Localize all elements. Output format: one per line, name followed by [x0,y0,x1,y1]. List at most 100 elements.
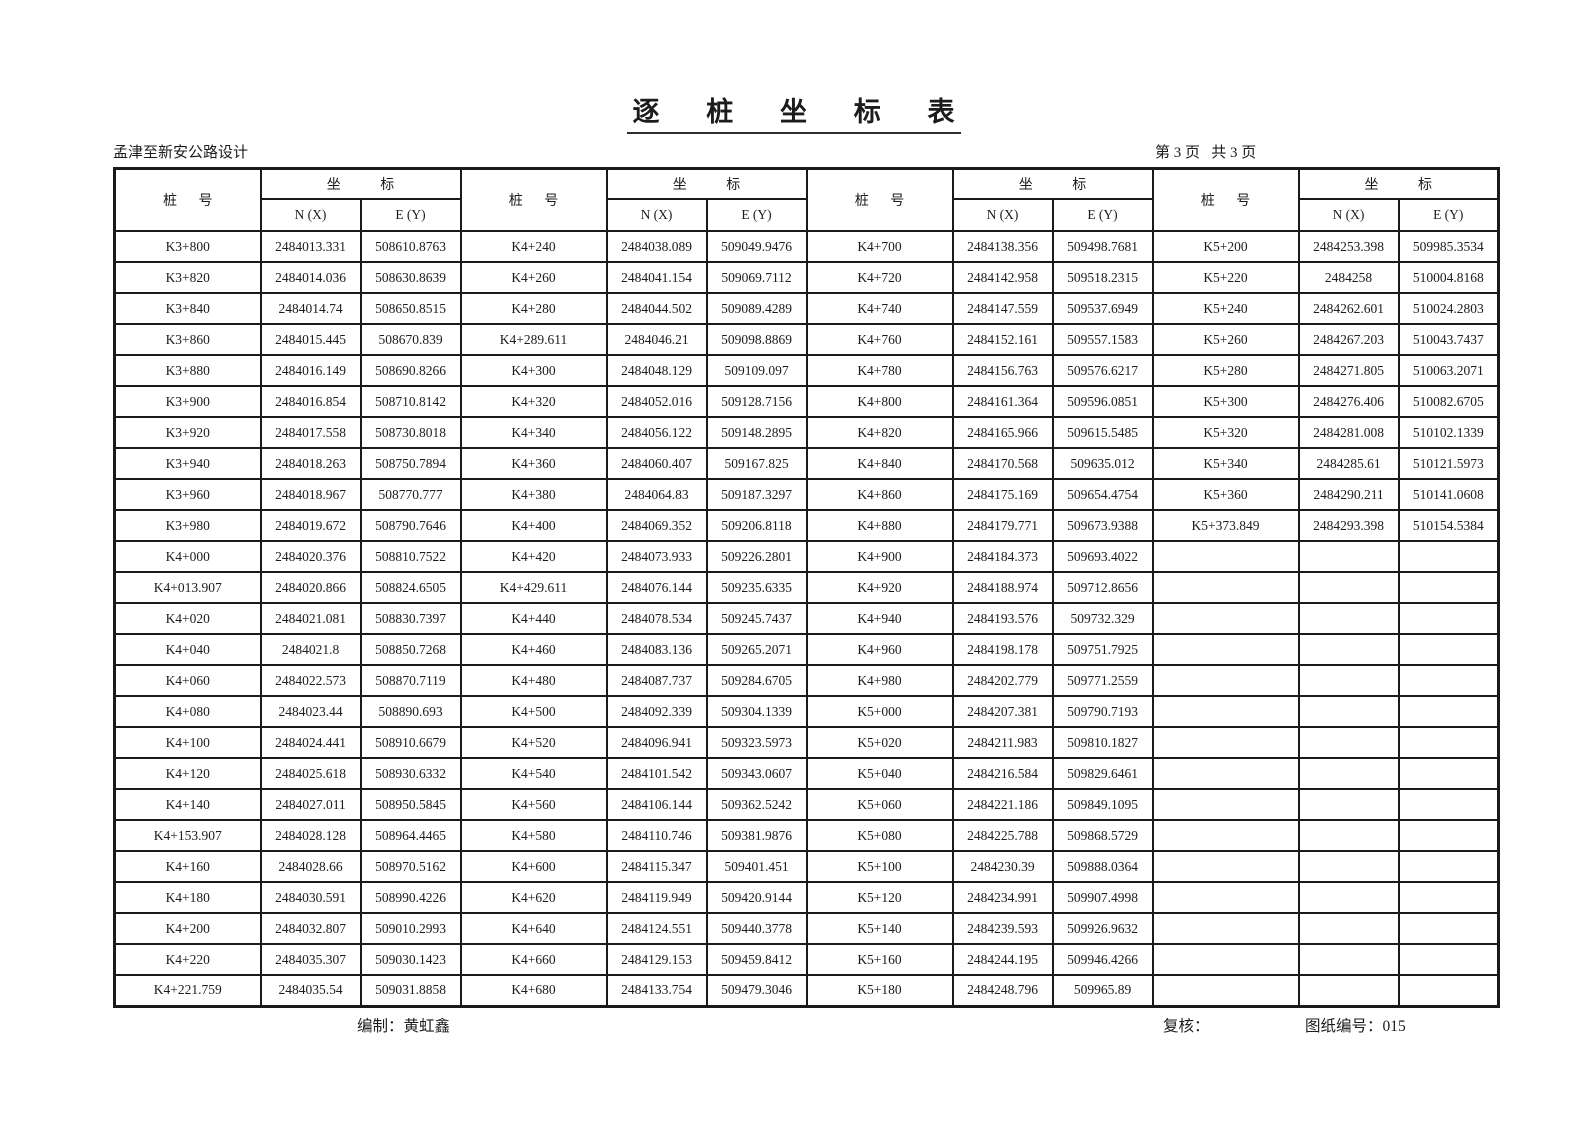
ey-cell: 509401.451 [705,850,808,883]
station-cell: K5+280 [1151,354,1300,387]
ey-cell: 508970.5162 [359,850,462,883]
ey-cell: 509109.097 [705,354,808,387]
ey-cell: 508830.7397 [359,602,462,635]
station-cell [1151,912,1300,945]
ey-cell: 509518.2315 [1051,261,1154,294]
ey-cell [1397,850,1500,883]
station-cell: K5+120 [805,881,954,914]
ey-cell: 509926.9632 [1051,912,1154,945]
station-cell [1151,788,1300,821]
ey-cell [1397,571,1500,604]
nx-cell: 2484152.161 [951,323,1054,356]
table-row: K4+140 2484027.011 508950.5845 K4+560 248410… [113,788,1500,821]
station-cell: K5+020 [805,726,954,759]
nx-cell: 2484124.551 [605,912,708,945]
drawing-number: 图纸编号：015 [1305,1018,1406,1035]
ey-cell: 509985.3534 [1397,230,1500,263]
nx-cell: 2484110.746 [605,819,708,852]
ey-cell [1397,912,1500,945]
ey-cell: 509712.8656 [1051,571,1154,604]
ey-cell: 508850.7268 [359,633,462,666]
station-cell: K4+440 [459,602,608,635]
station-cell: K3+800 [113,230,262,263]
table-row: K4+013.907 2484020.866 508824.6505 K4+429.6… [113,571,1500,604]
nx-cell: 2484038.089 [605,230,708,263]
station-cell: K5+260 [1151,323,1300,356]
station-cell: K4+800 [805,385,954,418]
station-cell: K4+840 [805,447,954,480]
ey-cell: 510063.2071 [1397,354,1500,387]
header-station: 桩 号 [1151,167,1300,232]
station-cell: K4+500 [459,695,608,728]
station-cell: K4+780 [805,354,954,387]
station-cell: K4+760 [805,323,954,356]
ey-cell: 508824.6505 [359,571,462,604]
station-cell: K4+000 [113,540,262,573]
nx-cell: 2484014.036 [259,261,362,294]
nx-cell: 2484030.591 [259,881,362,914]
nx-cell: 2484052.016 [605,385,708,418]
station-cell: K4+880 [805,509,954,542]
nx-cell: 2484281.008 [1297,416,1400,449]
station-cell: K4+820 [805,416,954,449]
station-cell [1151,540,1300,573]
nx-cell: 2484211.983 [951,726,1054,759]
nx-cell: 2484035.307 [259,943,362,976]
nx-cell: 2484248.796 [951,974,1054,1007]
ey-cell [1397,881,1500,914]
nx-cell: 2484019.672 [259,509,362,542]
station-cell: K4+060 [113,664,262,697]
station-cell: K5+100 [805,850,954,883]
station-cell: K5+220 [1151,261,1300,294]
ey-cell: 508870.7119 [359,664,462,697]
table-row: K4+020 2484021.081 508830.7397 K4+440 248407… [113,602,1500,635]
station-cell: K4+940 [805,602,954,635]
nx-cell: 2484170.568 [951,447,1054,480]
nx-cell [1297,850,1400,883]
nx-cell: 2484018.967 [259,478,362,511]
nx-cell [1297,819,1400,852]
nx-cell: 2484202.779 [951,664,1054,697]
nx-cell: 2484133.754 [605,974,708,1007]
nx-cell [1297,602,1400,635]
station-cell [1151,602,1300,635]
nx-cell: 2484290.211 [1297,478,1400,511]
station-cell: K5+373.849 [1151,509,1300,542]
nx-cell: 2484027.011 [259,788,362,821]
nx-cell: 2484013.331 [259,230,362,263]
station-cell [1151,881,1300,914]
ey-cell: 509557.1583 [1051,323,1154,356]
ey-cell [1397,974,1500,1007]
nx-cell: 2484048.129 [605,354,708,387]
table-row: K4+000 2484020.376 508810.7522 K4+420 248407… [113,540,1500,573]
station-cell: K4+320 [459,385,608,418]
nx-cell: 2484087.737 [605,664,708,697]
table-row: K4+200 2484032.807 509010.2993 K4+640 248412… [113,912,1500,945]
nx-cell [1297,695,1400,728]
station-cell [1151,633,1300,666]
reviewer: 复核： [1163,1018,1210,1035]
header-nx: N (X) [1297,198,1400,232]
station-cell: K4+360 [459,447,608,480]
station-cell: K4+220 [113,943,262,976]
ey-cell: 509479.3046 [705,974,808,1007]
station-cell: K4+100 [113,726,262,759]
ey-cell: 509098.8869 [705,323,808,356]
nx-cell [1297,633,1400,666]
header-coord: 坐 标 [259,167,462,200]
station-cell: K5+300 [1151,385,1300,418]
station-cell [1151,571,1300,604]
header-nx: N (X) [605,198,708,232]
station-cell: K4+600 [459,850,608,883]
ey-cell: 509635.012 [1051,447,1154,480]
ey-cell: 509849.1095 [1051,788,1154,821]
nx-cell: 2484101.542 [605,757,708,790]
table-row: K3+880 2484016.149 508690.8266 K4+300 248404… [113,354,1500,387]
station-cell: K4+640 [459,912,608,945]
station-cell: K5+060 [805,788,954,821]
ey-cell: 510004.8168 [1397,261,1500,294]
nx-cell: 2484253.398 [1297,230,1400,263]
nx-cell: 2484138.356 [951,230,1054,263]
nx-cell: 2484239.593 [951,912,1054,945]
ey-cell [1397,695,1500,728]
